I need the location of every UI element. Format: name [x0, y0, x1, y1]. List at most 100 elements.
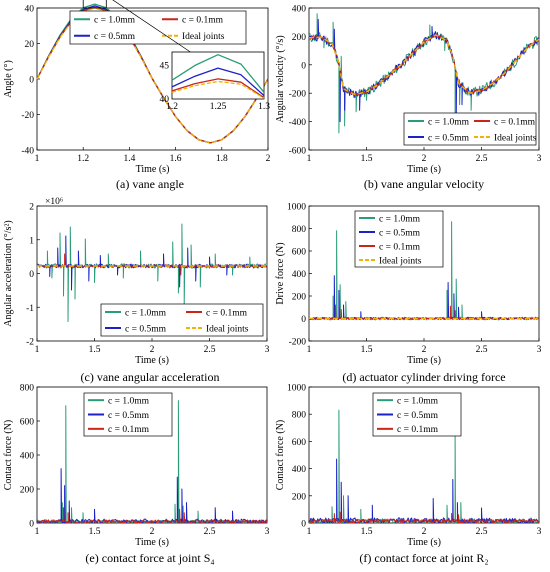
inset-series-2	[171, 78, 265, 99]
legend-entry: c = 0.5mm	[94, 32, 136, 42]
x-tick-label: 3	[537, 345, 542, 355]
x-tick-label: 2	[422, 345, 427, 355]
panel-1: 1 1.5 2 2.5 3 400 200 0 -200 -400 -600 Time (s) Angu…	[275, 5, 542, 192]
x-tick-label: 1	[35, 527, 40, 537]
panel-caption: (d) actuator cylinder driving force	[342, 370, 505, 384]
y-tick-label: 800	[292, 411, 307, 421]
y-tick-label: 400	[292, 270, 307, 280]
legend-entry: c = 0.1mm	[182, 16, 224, 26]
legend-entry: c = 0.5mm	[125, 324, 167, 334]
x-axis-label: Time (s)	[135, 355, 169, 366]
series-c05	[308, 18, 540, 123]
zoom-marker	[82, 0, 107, 9]
y-tick-label: 20	[25, 40, 35, 50]
x-tick-label: 1.2	[77, 154, 89, 164]
y-tick-label: 0	[29, 270, 34, 280]
y-tick-label: -2	[26, 338, 34, 348]
legend-entry: c = 1.0mm	[379, 214, 421, 224]
y-tick-label: -200	[289, 338, 307, 348]
y-axis-label: Drive force (N)	[275, 242, 286, 304]
inset-y-tick-label: 40	[160, 95, 170, 105]
y-axis-label: Angular acceleration (°/s²)	[3, 220, 14, 326]
y-tick-label: 0	[29, 76, 34, 86]
panel-0: 1 1.2 1.4 1.6 1.8 2 40 20 0 -20 -40 Time (s) Angle (…	[3, 0, 271, 191]
y-tick-label: -20	[21, 111, 34, 121]
x-axis-label: Time (s)	[407, 355, 441, 366]
y-tick-label: 0	[301, 315, 306, 325]
y-tick-label: 0	[301, 61, 306, 71]
legend-entry: Ideal joints	[182, 32, 225, 42]
x-axis-label: Time (s)	[407, 537, 441, 548]
legend-box	[100, 303, 264, 337]
x-tick-label: 2	[150, 345, 155, 355]
panel-caption: (f) contact force at joint R₂	[359, 551, 488, 565]
x-tick-label: 2.5	[476, 154, 488, 164]
legend-entry: c = 1.0mm	[125, 308, 167, 318]
y-tick-label: 800	[292, 225, 307, 235]
x-tick-label: 3	[537, 527, 542, 537]
y-tick-label: 1000	[287, 384, 306, 394]
exponent-label: ×10⁶	[45, 197, 63, 207]
y-tick-label: -600	[289, 147, 307, 157]
x-tick-label: 1.5	[89, 527, 101, 537]
x-tick-label: 3	[265, 527, 270, 537]
x-tick-label: 1.5	[361, 154, 373, 164]
legend-entry: c = 1.0mm	[94, 16, 136, 26]
x-tick-label: 1	[307, 527, 312, 537]
legend-entry: c = 1.0mm	[108, 396, 150, 406]
series-c01	[36, 507, 268, 524]
panel-2: 1 1.5 2 2.5 3 2 1 0 -1 -2 Time (s) Angular accelera…	[3, 197, 270, 384]
x-tick-label: 1.5	[89, 345, 101, 355]
legend-box	[354, 210, 444, 268]
x-tick-label: 1.5	[361, 527, 373, 537]
inset-series-3	[171, 80, 265, 99]
x-tick-label: 2.5	[476, 527, 488, 537]
y-tick-label: 2	[29, 203, 34, 213]
y-axis-label: Angular velocity (°/s)	[275, 35, 286, 122]
legend-entry: Ideal joints	[494, 133, 537, 143]
y-tick-label: 200	[292, 492, 307, 502]
inset-series-1	[171, 67, 265, 97]
legend-entry: c = 0.1mm	[379, 242, 421, 252]
y-tick-label: 800	[20, 384, 35, 394]
y-tick-label: -400	[289, 118, 307, 128]
y-tick-label: 200	[292, 33, 307, 43]
panel-5: 1 1.5 2 2.5 3 1000 800 600 400 200 0 Time (s) Contac…	[275, 384, 542, 566]
series-ideal	[308, 34, 540, 96]
y-tick-label: 200	[20, 486, 35, 496]
y-tick-label: -200	[289, 90, 307, 100]
legend-box	[69, 10, 247, 45]
y-tick-label: 400	[20, 452, 35, 462]
x-tick-label: 2.5	[204, 345, 216, 355]
x-tick-label: 3	[537, 154, 542, 164]
x-tick-label: 1.6	[170, 154, 182, 164]
y-tick-label: 0	[301, 520, 306, 530]
x-tick-label: 2	[150, 527, 155, 537]
x-tick-label: 1.8	[216, 154, 228, 164]
legend-entry: c = 1.0mm	[428, 117, 470, 127]
legend-entry: c = 0.1mm	[397, 425, 439, 435]
y-tick-label: 600	[292, 248, 307, 258]
x-tick-label: 1	[307, 154, 312, 164]
x-tick-label: 3	[265, 345, 270, 355]
legend-box	[403, 112, 537, 146]
y-tick-label: 200	[292, 293, 307, 303]
series-c01	[308, 511, 540, 524]
y-axis-label: Contact force (N)	[275, 420, 286, 491]
legend-entry: c = 0.5mm	[379, 228, 421, 238]
legend-entry: Ideal joints	[379, 256, 422, 266]
panel-caption: (c) vane angular acceleration	[81, 370, 220, 384]
panel-caption: (b) vane angular velocity	[364, 177, 484, 191]
y-tick-label: 40	[25, 5, 35, 15]
x-tick-label: 2	[422, 154, 427, 164]
y-tick-label: -40	[21, 147, 34, 157]
inset-x-tick-label: 1.3	[258, 102, 270, 112]
x-tick-label: 1	[35, 345, 40, 355]
x-tick-label: 2	[266, 154, 271, 164]
x-axis-label: Time (s)	[407, 164, 441, 175]
y-tick-label: 1	[29, 236, 34, 246]
legend-entry: c = 0.5mm	[428, 133, 470, 143]
zoom-connector	[112, 0, 191, 53]
panel-caption: (e) contact force at joint S₄	[85, 551, 214, 565]
